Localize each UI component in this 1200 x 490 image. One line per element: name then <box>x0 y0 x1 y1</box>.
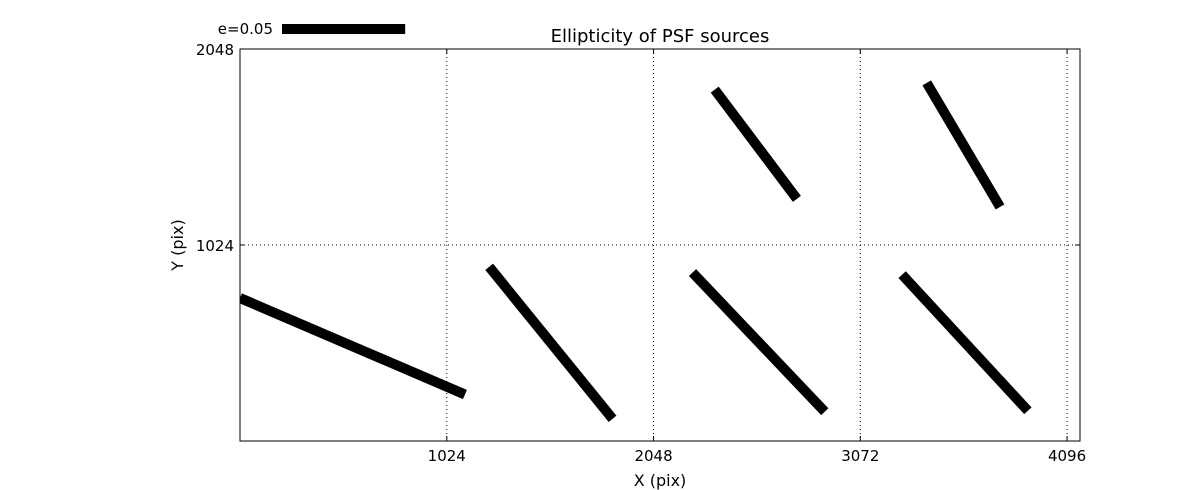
x-axis-label: X (pix) <box>634 471 687 490</box>
x-tick-label: 4096 <box>1048 447 1086 465</box>
ellipticity-segment <box>688 269 829 416</box>
y-axis-label: Y (pix) <box>168 219 187 271</box>
ellipticity-segments <box>240 80 1032 422</box>
ellipticity-segment <box>898 271 1032 415</box>
y-tick-label: 1024 <box>196 237 234 255</box>
ellipticity-segment <box>485 263 617 422</box>
x-tick-label: 2048 <box>634 447 672 465</box>
ellipticity-segment <box>710 86 801 202</box>
scale-key-label: e=0.05 <box>218 20 273 38</box>
ellipticity-segment <box>240 293 467 400</box>
ellipticity-segment <box>922 80 1005 210</box>
grid-lines <box>240 49 1080 441</box>
y-tick-label: 2048 <box>196 41 234 59</box>
axis-ticks: 1024 2048 3072 4096 1024 2048 <box>196 41 1086 465</box>
x-tick-label: 1024 <box>428 447 466 465</box>
chart-title: Ellipticity of PSF sources <box>551 26 770 47</box>
x-tick-label: 3072 <box>841 447 879 465</box>
